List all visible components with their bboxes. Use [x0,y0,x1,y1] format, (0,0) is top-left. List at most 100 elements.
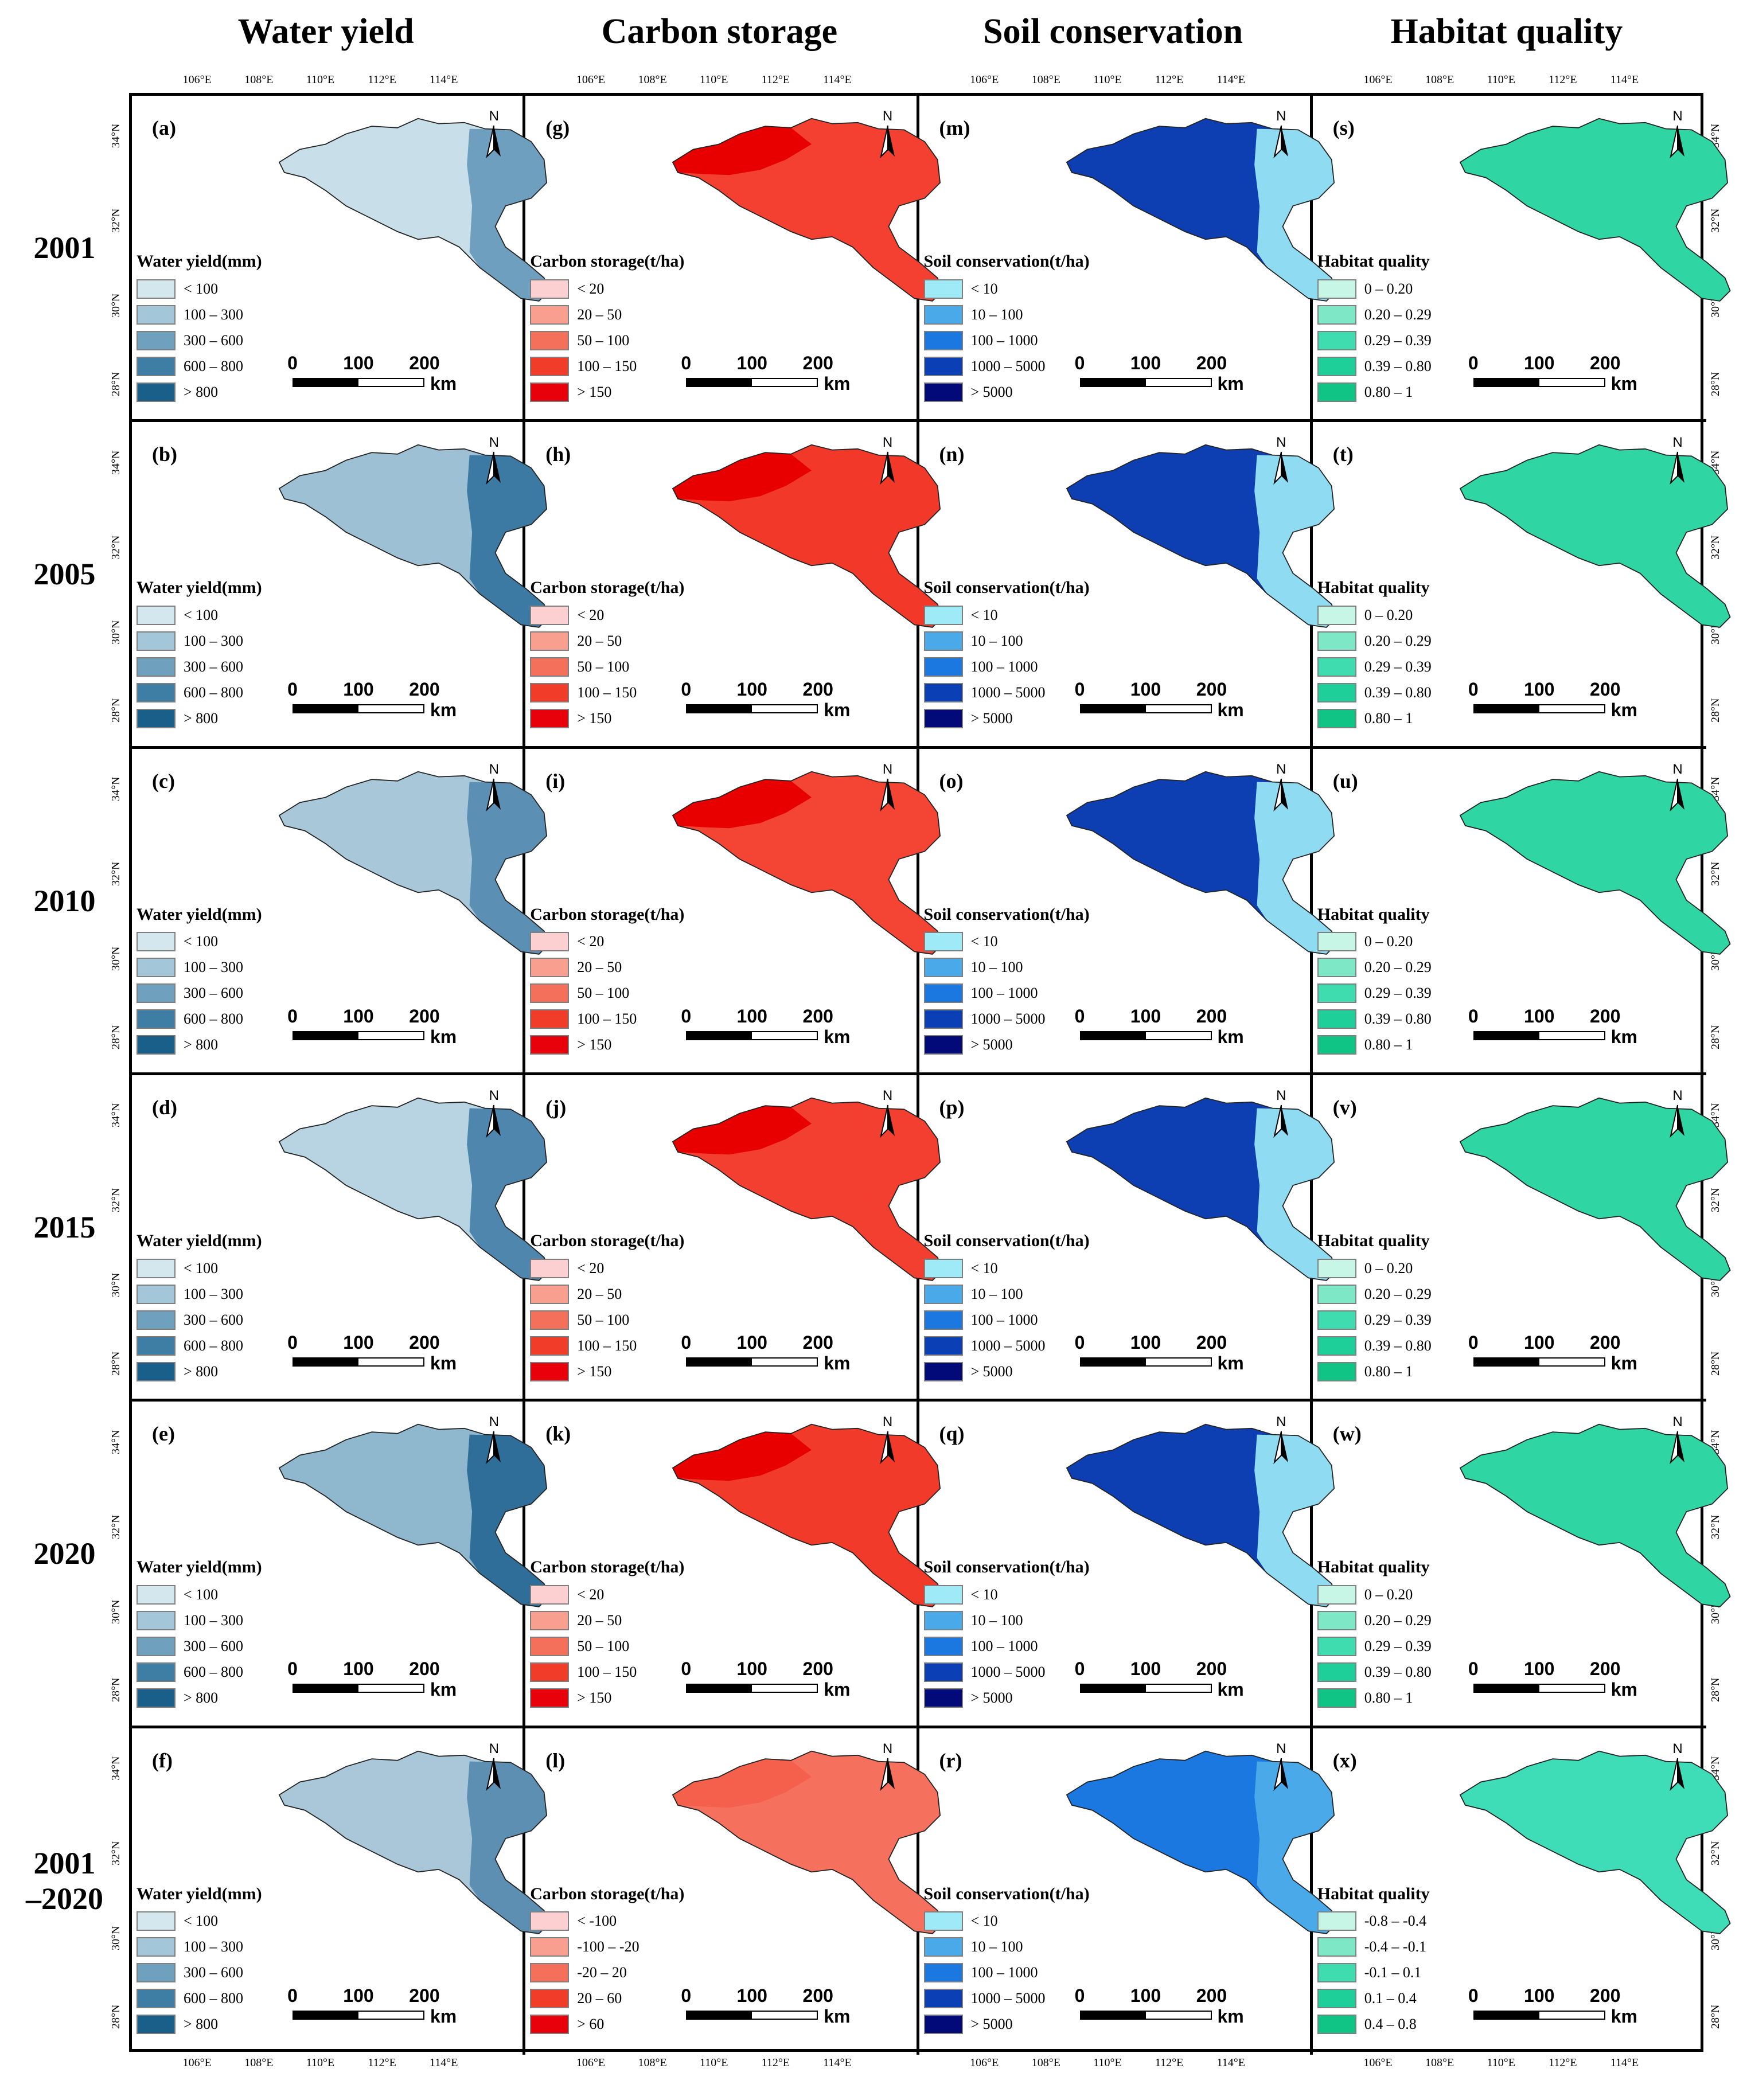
basin-west-region [1460,126,1599,175]
scale-label: 100 [1130,1332,1161,1353]
legend-item: > 5000 [923,1032,1090,1058]
legend-swatch [923,1284,963,1304]
legend-swatch [137,708,176,728]
legend-swatch [137,305,176,325]
legend-swatch [1317,1688,1356,1708]
map-panel-water: (f) N Water yield(mm) < 100 100 – 300 300 – 6… [132,1728,550,2055]
lon-tick-bottom: 110°E [1487,2056,1516,2069]
legend-swatch [530,958,570,978]
legend-label: 0 – 0.20 [1364,606,1413,623]
lon-tick-bottom: 108°E [638,2056,667,2069]
basin-map [672,1750,943,1934]
legend-item: 100 – 1000 [923,1307,1090,1333]
legend-title: Habitat quality [1317,1558,1430,1577]
scale-label: 200 [1590,1005,1621,1026]
basin-outline [1066,1424,1337,1608]
legend-label: 300 – 600 [184,1637,243,1654]
lon-tick-bottom: 108°E [1425,2056,1454,2069]
legend: Soil conservation(t/ha) < 10 10 – 100 100 –… [923,1231,1090,1384]
legend-label: 0.29 – 0.39 [1364,331,1432,349]
legend-swatch [530,1310,570,1330]
column-title-water: Water yield [237,12,414,51]
basin-map [1066,771,1337,955]
basin-west-region [1460,1432,1599,1481]
lon-tick-top: 110°E [700,73,728,86]
basin-west-region [279,452,418,502]
legend-item: 100 – 300 [137,1934,262,1960]
scale-label: 100 [343,1332,374,1353]
legend-label: 0.39 – 0.80 [1364,1010,1432,1028]
legend-swatch [137,1662,176,1682]
legend-item: -0.1 – 0.1 [1317,1960,1430,1986]
map-panel-carbon: (i) N Carbon storage(t/ha) < 20 20 – 50 50 – … [525,748,943,1075]
legend-item: 100 – 300 [137,1607,262,1633]
scale-label: 200 [1196,1985,1227,2006]
lon-tick-bottom: 108°E [1031,2056,1060,2069]
scale-label: 100 [1524,679,1555,700]
legend-label: > 5000 [970,1363,1013,1380]
scale-label: 100 [1130,1005,1161,1026]
legend-item: > 5000 [923,2012,1090,2037]
north-arrow-icon: N [876,435,899,486]
basin-east-region [1254,128,1337,301]
basin-outline [1459,1097,1731,1281]
legend-label: 600 – 800 [184,684,243,701]
legend-label: 0.29 – 0.39 [1364,658,1432,675]
scale-label: 200 [1196,1005,1227,1026]
scale-label: 0 [1468,679,1479,700]
basin-east-region [1647,782,1730,954]
basin-east-region [860,1434,943,1607]
legend-swatch [137,1361,176,1381]
legend: Habitat quality 0 – 0.20 0.20 – 0.29 0.29 –… [1317,1231,1432,1384]
legend-label: 0.1 – 0.4 [1364,1990,1417,2007]
legend-label: < 100 [184,280,219,297]
legend-item: 100 – 300 [137,628,262,654]
scale-label: 0 [287,1985,298,2006]
basin-outline [1066,771,1337,955]
legend-item: 100 – 150 [530,353,684,379]
lon-tick-bottom: 112°E [761,2056,790,2069]
panel-letter: (o) [939,769,964,793]
legend: Water yield(mm) < 100 100 – 300 300 – 600 60… [137,1558,262,1711]
legend-item: 100 – 300 [137,955,262,981]
legend-item: 0.80 – 1 [1317,705,1432,731]
legend-swatch [530,1610,570,1630]
scale-label: 200 [1196,1658,1227,1680]
scale-label: 100 [736,1332,767,1353]
scale-label: 200 [802,1658,833,1680]
basin-outline [278,1750,550,1934]
lon-tick-bottom: 114°E [823,2056,852,2069]
basin-east-region [1647,1761,1730,1934]
legend-item: 10 – 100 [923,955,1090,981]
scale-unit: km [824,1026,851,1047]
legend-swatch [137,1963,176,1983]
legend-item: 100 – 150 [530,1333,684,1359]
legend-label: 0.39 – 0.80 [1364,357,1432,374]
legend-swatch [530,1336,570,1356]
legend-label: 0 – 0.20 [1364,1586,1413,1603]
map-panel-habitat: (x) N Habitat quality -0.8 – -0.4 -0.4 – -0.… [1313,1728,1731,2055]
legend-swatch [137,382,176,402]
legend-label: 300 – 600 [184,658,243,675]
legend-swatch [530,1963,570,1983]
basin-west-region [673,1758,812,1808]
legend-label: 100 – 300 [184,632,243,649]
legend-swatch [530,1035,570,1055]
legend-title: Habitat quality [1317,904,1430,924]
legend-swatch [137,1336,176,1356]
basin-east-region [467,455,549,628]
legend-swatch [923,356,963,376]
legend-label: 100 – 300 [184,959,243,976]
basin-outline [1066,444,1337,629]
legend-label: < -100 [577,1912,617,1930]
legend-item: < 10 [923,1908,1090,1934]
legend-item: 300 – 600 [137,1307,262,1333]
panel-letter: (g) [545,116,570,139]
lon-tick-bottom: 110°E [700,2056,728,2069]
scale-label: 200 [1590,679,1621,700]
legend: Carbon storage(t/ha) < 20 20 – 50 50 – 100 1… [530,1558,684,1711]
legend-item: 0.80 – 1 [1317,1359,1432,1384]
legend-swatch [530,1662,570,1682]
legend-swatch [137,1310,176,1330]
basin-outline [672,444,943,629]
